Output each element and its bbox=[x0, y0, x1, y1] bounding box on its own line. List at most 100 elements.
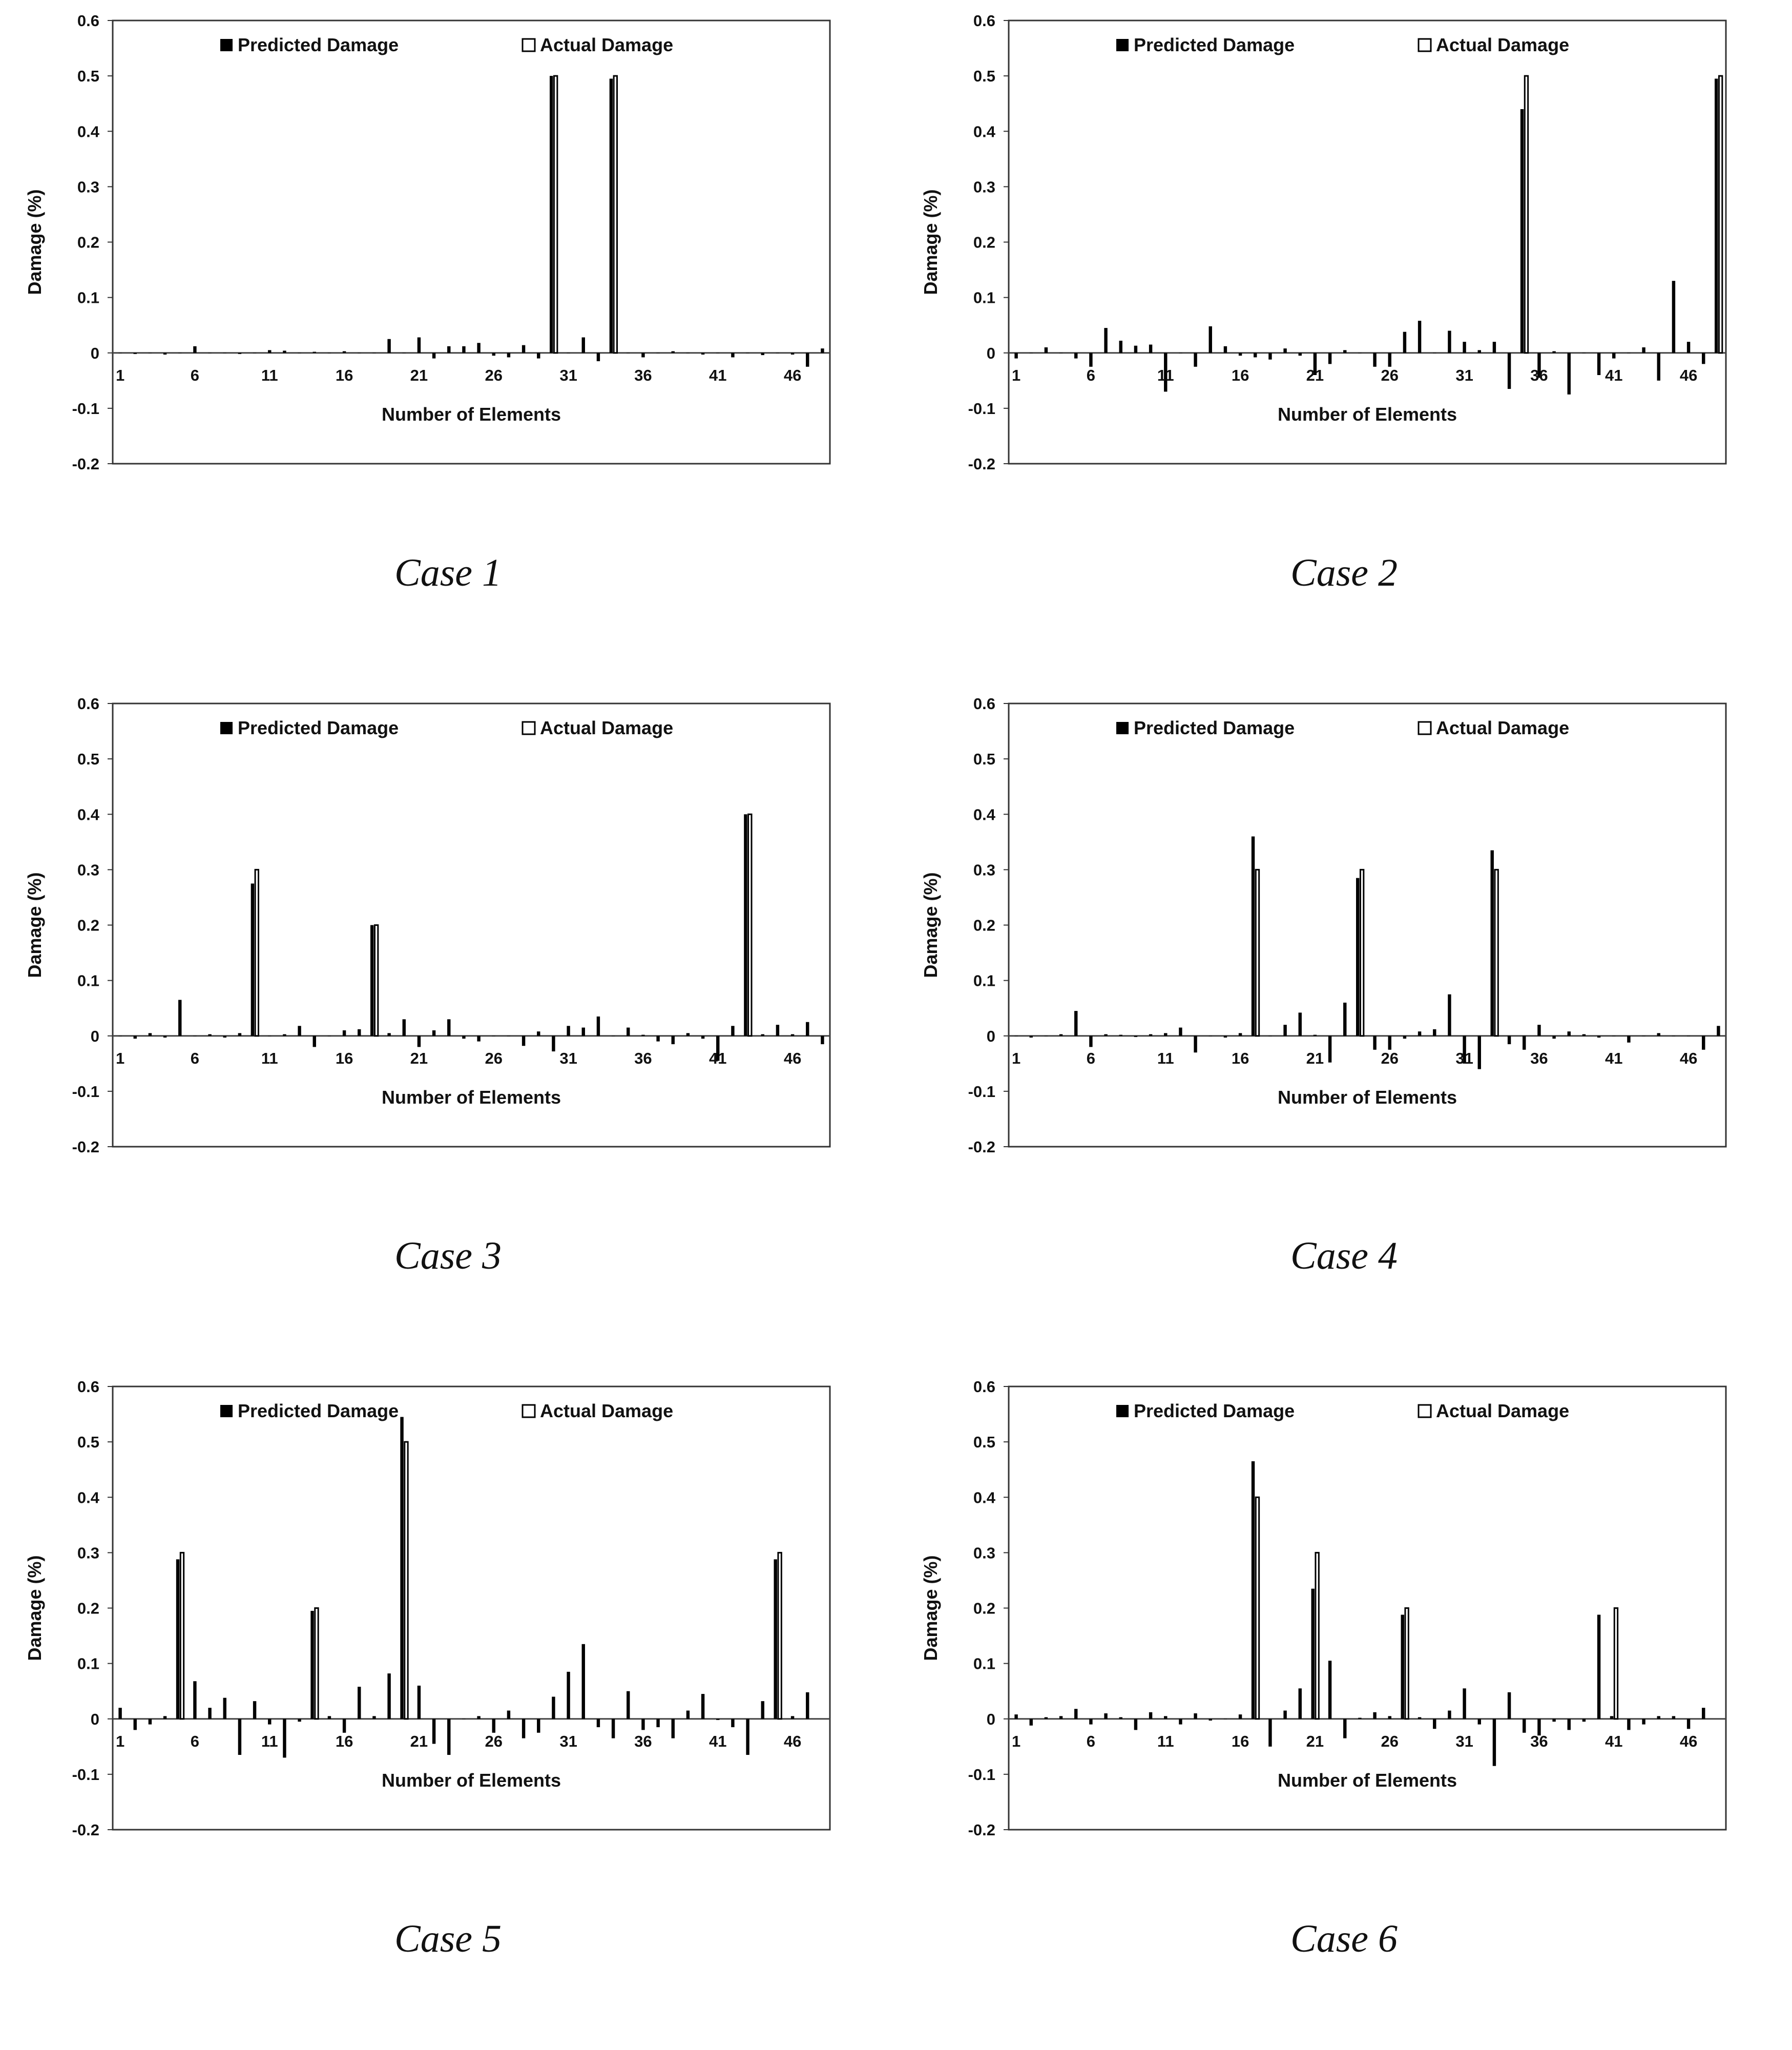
plot-frame bbox=[112, 1385, 831, 1831]
predicted-bar-element-35 bbox=[1523, 1036, 1526, 1050]
predicted-bar-element-20 bbox=[1298, 1688, 1302, 1719]
predicted-bar-element-41 bbox=[1612, 1036, 1616, 1037]
x-tick-label: 36 bbox=[634, 1732, 652, 1750]
y-tick-label: 0.3 bbox=[973, 178, 995, 196]
predicted-bar-element-41 bbox=[716, 1718, 720, 1720]
predicted-bar-element-31 bbox=[1463, 1036, 1466, 1064]
predicted-bar-element-44 bbox=[761, 353, 764, 356]
actual-bar-element-18 bbox=[373, 924, 379, 1037]
predicted-bar-element-13 bbox=[1194, 353, 1197, 367]
predicted-bar-element-26 bbox=[1388, 1036, 1391, 1050]
plot-frame bbox=[112, 702, 831, 1148]
predicted-bar-element-17 bbox=[358, 1029, 361, 1036]
chart-panel-case-2: 0.6 0.5 0.4 0.3 0.2 0.1 0 -0.1 -0.2 1 6 11 16 21 26 31 3… bbox=[896, 0, 1792, 683]
predicted-bar-element-40 bbox=[1597, 1614, 1601, 1719]
predicted-bar-element-47 bbox=[806, 1022, 809, 1036]
y-tick-label: 0.5 bbox=[77, 750, 99, 768]
x-tick-label: 21 bbox=[1306, 1732, 1324, 1750]
predicted-bar-element-11 bbox=[268, 1718, 272, 1725]
predicted-bar-element-9 bbox=[238, 1033, 242, 1036]
predicted-bar-element-25 bbox=[1373, 1036, 1377, 1050]
predicted-bar-element-3 bbox=[1044, 347, 1048, 353]
x-tick-label: 6 bbox=[1087, 366, 1095, 384]
bar-chart-case-6: 0.60.50.40.30.20.10-0.1-0.21 6 11 16 21 26 31 3… bbox=[920, 1378, 1727, 1839]
predicted-bar-element-24 bbox=[1358, 1717, 1362, 1719]
predicted-bar-element-40 bbox=[1597, 353, 1601, 375]
predicted-bar-element-38 bbox=[1567, 1031, 1571, 1036]
predicted-bar-element-22 bbox=[1328, 1661, 1332, 1719]
y-tick-label: -0.1 bbox=[72, 1083, 99, 1101]
x-tick-label: 11 bbox=[261, 1732, 278, 1750]
plot-frame bbox=[1008, 19, 1727, 465]
predicted-bar-element-22 bbox=[432, 353, 436, 359]
actual-bar-element-5 bbox=[179, 1551, 185, 1720]
predicted-bar-element-9 bbox=[238, 353, 242, 354]
x-tick-label: 11 bbox=[1157, 1732, 1174, 1750]
bar-chart-case-4: 0.60.50.40.30.20.10-0.1-0.21 6 11 16 21 26 31 3… bbox=[920, 695, 1727, 1156]
actual-bar-element-21 bbox=[1315, 1551, 1320, 1720]
actual-bar-element-45 bbox=[777, 1551, 782, 1720]
predicted-bar-element-36 bbox=[1537, 353, 1541, 378]
y-tick-label: 0.5 bbox=[973, 750, 995, 768]
y-axis-title: Damage (%) bbox=[920, 189, 941, 295]
predicted-bar-element-39 bbox=[686, 1710, 690, 1719]
predicted-bar-element-18 bbox=[1268, 353, 1272, 360]
predicted-bar-element-1 bbox=[1014, 1714, 1018, 1719]
predicted-bar-element-26 bbox=[492, 353, 495, 356]
predicted-bar-element-22 bbox=[1328, 353, 1332, 364]
y-tick-label: 0.1 bbox=[973, 1655, 995, 1673]
predicted-bar-element-28 bbox=[522, 345, 526, 353]
predicted-bar-element-26 bbox=[1388, 353, 1391, 367]
predicted-bar-element-43 bbox=[746, 1718, 749, 1755]
x-tick-label: 16 bbox=[1232, 1732, 1249, 1750]
caption-case-6: Case 6 bbox=[1290, 1917, 1398, 1960]
y-tick-label: 0 bbox=[91, 1027, 99, 1045]
predicted-bar-element-41 bbox=[1612, 353, 1616, 359]
legend-swatch-actual bbox=[1418, 38, 1432, 52]
predicted-bar-element-22 bbox=[432, 1718, 436, 1744]
y-tick-label: 0 bbox=[91, 1710, 99, 1728]
x-tick-label: 36 bbox=[1530, 366, 1548, 384]
predicted-bar-element-35 bbox=[1523, 1718, 1526, 1733]
predicted-bar-element-12 bbox=[1179, 1027, 1182, 1036]
predicted-bar-element-1 bbox=[118, 1036, 122, 1037]
x-tick-label: 41 bbox=[1605, 366, 1622, 384]
predicted-bar-element-18 bbox=[370, 925, 374, 1036]
x-tick-label: 31 bbox=[559, 1049, 577, 1067]
y-tick-label: 0.2 bbox=[973, 234, 995, 252]
predicted-bar-element-27 bbox=[507, 1710, 511, 1719]
predicted-bar-element-30 bbox=[552, 1036, 555, 1052]
x-tick-label: 6 bbox=[1087, 1732, 1095, 1750]
predicted-bar-element-31 bbox=[567, 1026, 570, 1036]
predicted-bar-element-47 bbox=[1702, 1036, 1705, 1050]
predicted-bar-element-39 bbox=[1582, 353, 1586, 354]
predicted-bar-element-8 bbox=[1119, 1717, 1122, 1719]
actual-bar-element-24 bbox=[1359, 868, 1365, 1037]
x-tick-label: 31 bbox=[1455, 366, 1473, 384]
predicted-bar-element-21 bbox=[417, 1036, 421, 1047]
predicted-bar-element-27 bbox=[507, 1036, 511, 1037]
predicted-bar-element-14 bbox=[1208, 326, 1212, 353]
x-tick-label: 41 bbox=[709, 1732, 726, 1750]
predicted-bar-element-37 bbox=[1552, 1036, 1556, 1039]
actual-bar-element-14 bbox=[314, 1607, 319, 1720]
predicted-bar-element-12 bbox=[283, 350, 286, 353]
predicted-bar-element-21 bbox=[417, 337, 421, 353]
y-tick-label: 0 bbox=[987, 1710, 995, 1728]
predicted-bar-element-4 bbox=[163, 353, 167, 355]
predicted-bar-element-24 bbox=[462, 346, 466, 353]
predicted-bar-element-30 bbox=[552, 1696, 555, 1719]
predicted-bar-element-28 bbox=[1418, 1717, 1422, 1719]
x-axis-title: Number of Elements bbox=[1278, 404, 1457, 425]
predicted-bar-element-35 bbox=[627, 1691, 630, 1719]
predicted-bar-element-12 bbox=[283, 1034, 286, 1036]
legend-swatch-predicted bbox=[1116, 39, 1129, 51]
predicted-bar-element-23 bbox=[447, 1019, 451, 1036]
predicted-bar-element-39 bbox=[686, 353, 690, 354]
predicted-bar-element-6 bbox=[193, 1681, 197, 1719]
legend-label-actual: Actual Damage bbox=[540, 1400, 673, 1421]
predicted-bar-element-36 bbox=[641, 1718, 645, 1730]
predicted-bar-element-37 bbox=[1552, 1718, 1556, 1722]
predicted-bar-element-7 bbox=[1104, 1034, 1108, 1036]
bar-chart-case-5: 0.60.50.40.30.20.10-0.1-0.21 6 11 16 21 26 31 3… bbox=[24, 1378, 831, 1839]
